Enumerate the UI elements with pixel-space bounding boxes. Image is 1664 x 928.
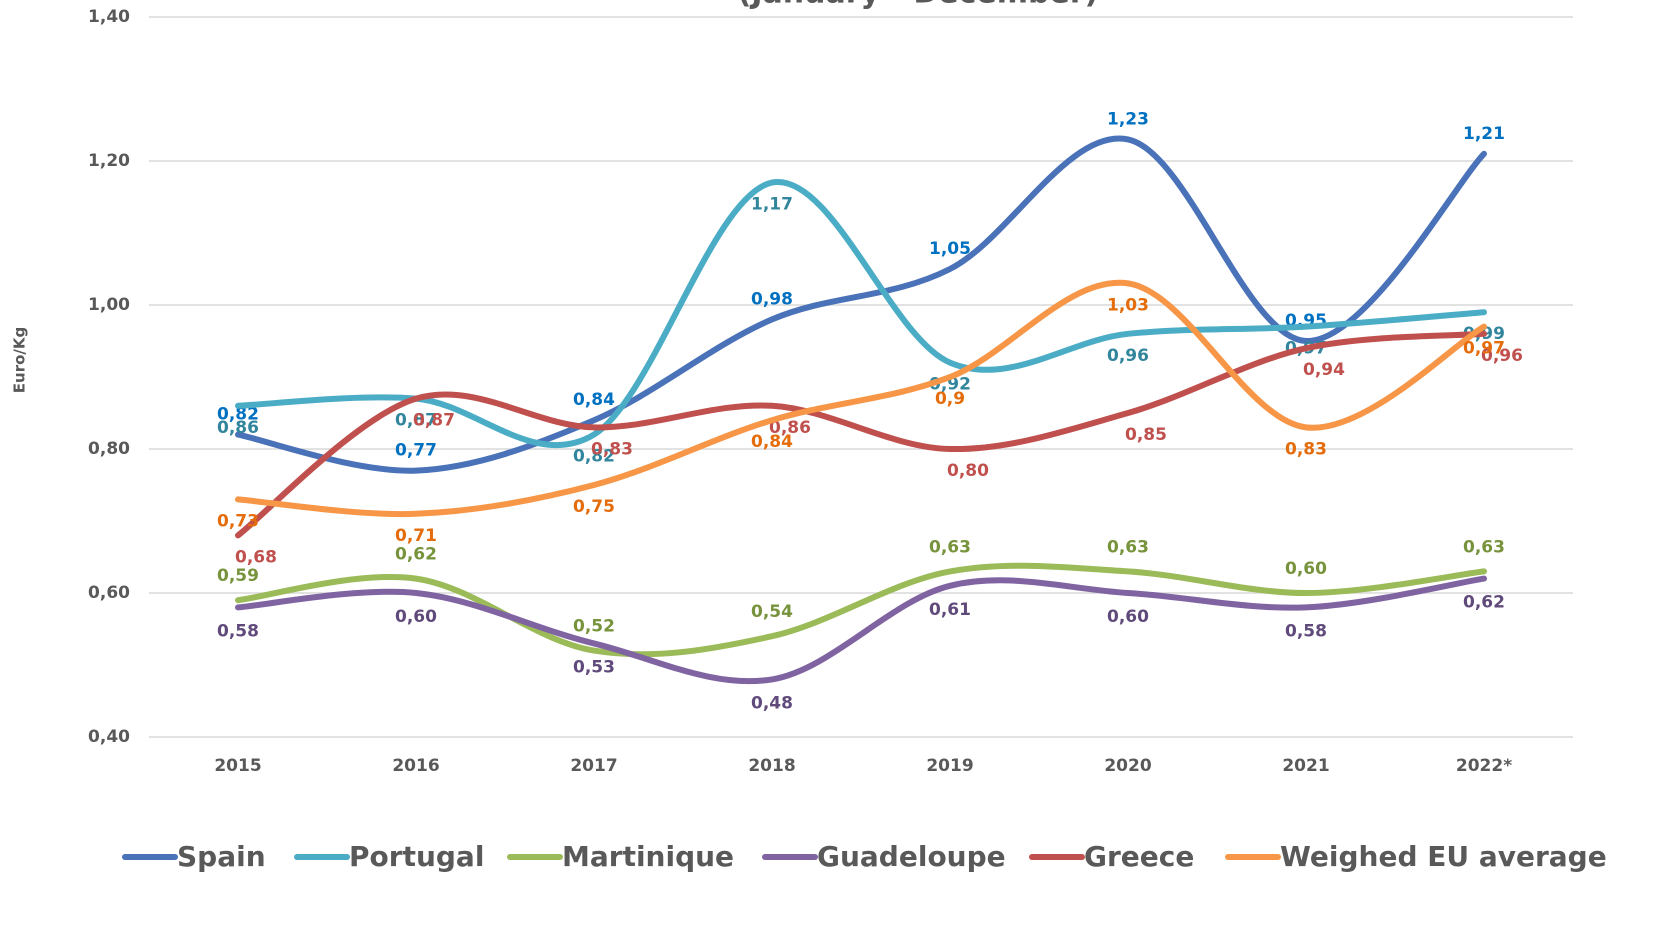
data-label: 0,84 bbox=[573, 390, 615, 410]
data-label: 0,48 bbox=[751, 693, 793, 713]
data-label: 0,59 bbox=[217, 566, 259, 586]
line bbox=[235, 575, 1487, 685]
legend-label: Spain bbox=[177, 840, 266, 873]
data-label: 0,77 bbox=[395, 441, 437, 461]
data-label: 1,05 bbox=[929, 239, 971, 259]
data-label: 0,83 bbox=[1285, 439, 1327, 459]
legend-label: Portugal bbox=[349, 840, 484, 873]
data-label: 0,60 bbox=[1285, 559, 1327, 579]
data-label: 0,82 bbox=[573, 447, 615, 467]
data-label: 0,97 bbox=[1463, 339, 1505, 359]
y-tick-label: 1,00 bbox=[88, 295, 130, 315]
data-label: 0,86 bbox=[769, 418, 811, 438]
data-label: 0,9 bbox=[935, 389, 965, 409]
data-label: 1,17 bbox=[751, 195, 793, 215]
data-label: 0,61 bbox=[929, 600, 971, 620]
data-label: 0,53 bbox=[573, 657, 615, 677]
data-label: 0,62 bbox=[395, 545, 437, 565]
x-tick-label: 2018 bbox=[748, 756, 795, 776]
y-tick-label: 0,40 bbox=[88, 727, 130, 747]
line bbox=[235, 279, 1487, 518]
data-label: 0,84 bbox=[751, 432, 793, 452]
data-label: 0,86 bbox=[217, 418, 259, 438]
x-tick-label: 2015 bbox=[214, 756, 261, 776]
data-label: 0,82 bbox=[217, 405, 259, 425]
data-label: 0,62 bbox=[1463, 593, 1505, 613]
x-tick-label: 2020 bbox=[1104, 756, 1151, 776]
data-label: 0,58 bbox=[217, 621, 259, 641]
line bbox=[235, 330, 1487, 539]
line bbox=[235, 179, 1487, 449]
data-label: 0,87 bbox=[413, 411, 455, 431]
data-label: 0,68 bbox=[235, 547, 277, 567]
data-label: 0,85 bbox=[1125, 425, 1167, 445]
legend-label: Guadeloupe bbox=[817, 840, 1006, 873]
data-label: 0,63 bbox=[929, 537, 971, 557]
chart-subtitle: (January - December) bbox=[738, 0, 1099, 11]
y-tick-label: 0,80 bbox=[88, 439, 130, 459]
legend-label: Martinique bbox=[562, 840, 734, 873]
data-label: 0,87 bbox=[395, 411, 437, 431]
x-tick-label: 2016 bbox=[392, 756, 439, 776]
data-label: 0,80 bbox=[947, 461, 989, 481]
x-tick-label: 2022* bbox=[1456, 756, 1512, 776]
data-label: 0,63 bbox=[1107, 537, 1149, 557]
data-label: 0,54 bbox=[751, 602, 793, 622]
data-label: 0,63 bbox=[1463, 537, 1505, 557]
data-label: 0,58 bbox=[1285, 621, 1327, 641]
data-label: 1,23 bbox=[1107, 109, 1149, 129]
data-label: 0,96 bbox=[1107, 346, 1149, 366]
data-label: 0,75 bbox=[573, 497, 615, 517]
data-label: 0,94 bbox=[1303, 360, 1345, 380]
data-label: 0,60 bbox=[395, 607, 437, 627]
data-label: 0,73 bbox=[217, 511, 259, 531]
data-label: 1,21 bbox=[1463, 124, 1505, 144]
data-label: 0,96 bbox=[1481, 346, 1523, 366]
line bbox=[235, 135, 1487, 474]
legend-label: Weighed EU average bbox=[1280, 840, 1607, 873]
data-label: 1,03 bbox=[1107, 295, 1149, 315]
y-tick-label: 1,20 bbox=[88, 151, 130, 171]
data-label: 0,52 bbox=[573, 617, 615, 637]
y-tick-label: 0,60 bbox=[88, 583, 130, 603]
line bbox=[235, 562, 1487, 658]
y-tick-label: 1,40 bbox=[88, 7, 130, 27]
data-label: 0,98 bbox=[751, 289, 793, 309]
y-axis-label: Euro/Kg bbox=[11, 327, 29, 393]
data-label: 0,71 bbox=[395, 526, 437, 546]
x-tick-label: 2017 bbox=[570, 756, 617, 776]
data-label: 0,83 bbox=[591, 439, 633, 459]
x-tick-label: 2021 bbox=[1282, 756, 1329, 776]
legend-label: Greece bbox=[1084, 840, 1194, 873]
data-label: 0,60 bbox=[1107, 607, 1149, 627]
x-tick-label: 2019 bbox=[926, 756, 973, 776]
